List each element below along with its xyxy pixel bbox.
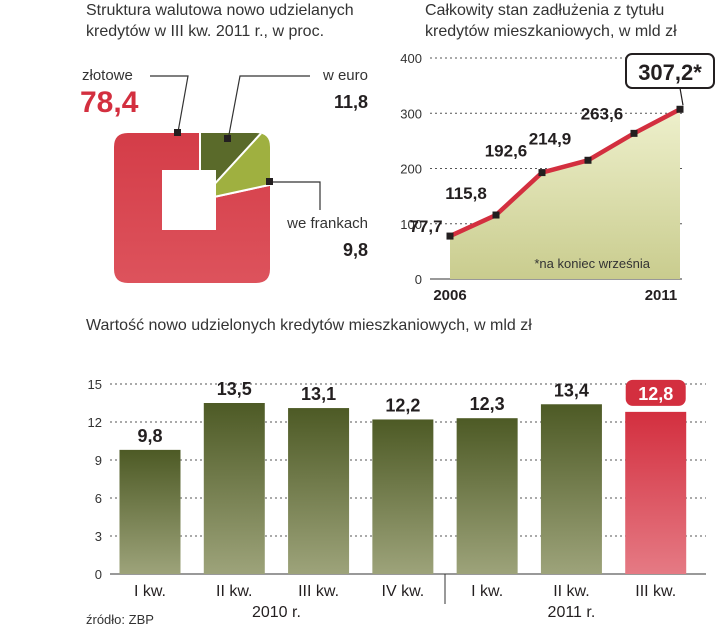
pie-chart-title: Struktura walutowa nowo udzielanych kred… (86, 2, 354, 40)
bar (288, 408, 350, 574)
bar (203, 403, 265, 574)
line-value-label: 263,6 (581, 104, 624, 123)
leader-frank (270, 181, 321, 210)
bar-highlight-badge (625, 379, 686, 406)
bar-y-tick-label: 9 (95, 453, 102, 468)
bar-chart-title: Wartość nowo udzielonych kredytów mieszk… (86, 317, 532, 334)
line-last-leader (679, 87, 684, 106)
bar-group-label: 2010 r. (252, 604, 301, 621)
line-point (492, 211, 500, 219)
line-y-tick-label: 100 (400, 217, 422, 232)
bar-y-tick-label: 6 (95, 491, 102, 506)
bar-value-label: 13,4 (554, 380, 589, 400)
leader-dot-frank (266, 178, 273, 185)
slice-value-zlotowe: 78,4 (80, 86, 139, 119)
line-point (584, 156, 592, 164)
bar-y-tick-label: 0 (95, 567, 102, 582)
line-last-callout (625, 53, 715, 89)
bar-value-label: 9,8 (137, 426, 162, 446)
pie-slice-3 (197, 133, 270, 202)
bar-group-label: 2011 r. (548, 604, 596, 621)
line-value-label: 77,7 (409, 217, 442, 236)
slice-label-zlotowe: złotowe (82, 67, 133, 84)
slice-label-frank: we frankach (286, 215, 368, 232)
line-value-label: 192,6 (485, 142, 528, 161)
bar-value-label: 13,1 (301, 384, 336, 404)
line-chart-title: Całkowity stan zadłużenia z tytułu kredy… (425, 2, 677, 40)
line-y-tick-label: 400 (400, 51, 422, 66)
line-point (676, 105, 684, 113)
slice-label-euro: w euro (322, 67, 368, 84)
bar (372, 419, 434, 574)
bar (119, 449, 181, 574)
bar (456, 418, 518, 574)
line-value-label-last: 307,2* (638, 60, 702, 85)
line-series (449, 107, 682, 239)
bar-value-label: 13,5 (217, 379, 252, 399)
line-note: *na koniec września (534, 256, 650, 271)
bar-category-label: III kw. (635, 583, 676, 600)
line-point (446, 232, 454, 240)
bar-category-label: IV kw. (382, 583, 425, 600)
line-area (450, 109, 680, 279)
source-note: źródło: ZBP (86, 612, 154, 627)
bar-category-label: I kw. (471, 583, 503, 600)
bar-value-label: 12,8 (638, 384, 673, 404)
bar-category-label: II kw. (553, 583, 589, 600)
line-y-tick-label: 300 (400, 106, 422, 121)
slice-value-frank: 9,8 (343, 240, 368, 260)
line-value-label: 115,8 (445, 184, 487, 203)
line-x-tick-label: 2011 (645, 287, 678, 304)
bar-y-tick-label: 12 (88, 415, 102, 430)
line-point (630, 129, 638, 137)
line-x-tick-label: 2006 (433, 287, 466, 304)
bar (540, 404, 602, 574)
bar-y-tick-label: 15 (88, 377, 102, 392)
line-point (538, 169, 546, 177)
bar (625, 411, 687, 574)
line-y-tick-label: 0 (415, 272, 422, 287)
leader-euro (227, 75, 310, 141)
leader-dot-zlotowe (174, 129, 181, 136)
pie-slice-2 (199, 133, 270, 203)
bar-value-label: 12,3 (470, 394, 505, 414)
line-y-tick-label: 200 (400, 162, 422, 177)
slice-value-euro: 11,8 (334, 92, 368, 112)
pie-slices (114, 133, 270, 283)
line-value-label: 214,9 (529, 129, 572, 148)
bar-category-label: II kw. (216, 583, 252, 600)
bar-y-tick-label: 3 (95, 529, 102, 544)
bar-category-label: III kw. (298, 583, 339, 600)
bar-category-label: I kw. (134, 583, 166, 600)
leader-zlotowe (150, 75, 189, 133)
leader-dot-euro (224, 135, 231, 142)
bar-value-label: 12,2 (385, 395, 420, 415)
